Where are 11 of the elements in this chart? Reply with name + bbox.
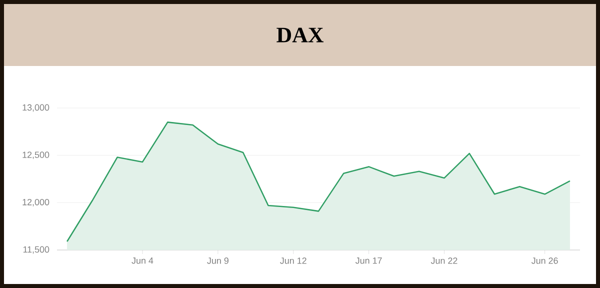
y-tick-label: 12,500: [22, 152, 50, 160]
y-tick-label: 13,000: [22, 104, 50, 112]
x-tick-label: Jun 22: [430, 258, 458, 264]
y-tick-label: 11,500: [23, 246, 50, 254]
x-tick-label: Jun 4: [132, 258, 154, 264]
x-tick-label: Jun 17: [355, 258, 382, 264]
x-tick-label: Jun 9: [207, 258, 228, 264]
x-tick-label: Jun 26: [531, 258, 558, 264]
y-tick-label: 12,000: [22, 198, 50, 206]
chart-title: DAX: [276, 28, 324, 42]
x-tick-label: Jun 12: [280, 258, 306, 264]
